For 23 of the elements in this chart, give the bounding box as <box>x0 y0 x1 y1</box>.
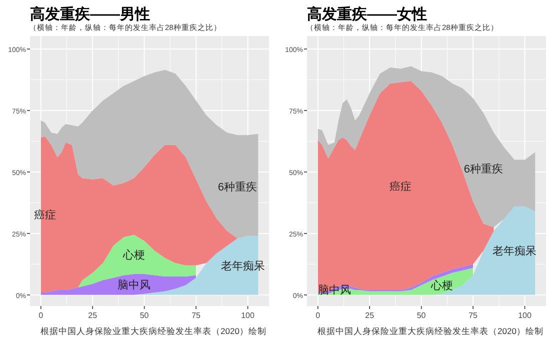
x-tick-label: 75 <box>468 311 478 320</box>
series-label: 心梗 <box>122 248 145 262</box>
series-label: 老年痴呆 <box>492 244 536 258</box>
series-label: 脑中风 <box>117 278 150 292</box>
series-label: 癌症 <box>34 208 56 222</box>
series-label: 6种重疾 <box>218 180 258 194</box>
series-label: 心梗 <box>430 279 454 292</box>
series-label: 老年痴呆 <box>221 259 265 272</box>
x-tick-label: 50 <box>416 311 426 320</box>
text: 根据中国人身保险业重大疾病经验发生率表（2020）绘制 <box>318 326 544 336</box>
text: 根据中国人身保险业重大疾病经验发生率表（2020）绘制 <box>40 326 266 336</box>
series-label: 6种重疾 <box>464 162 503 176</box>
x-tick-label: 0 <box>316 311 321 320</box>
x-tick-label: 25 <box>365 311 375 320</box>
x-tick-label: 25 <box>88 311 98 320</box>
x-tick-label: 100 <box>241 311 256 320</box>
x-tick-label: 100 <box>518 311 532 320</box>
x-tick-label: 75 <box>192 311 202 320</box>
x-tick-label: 50 <box>140 311 150 320</box>
series-label: 癌症 <box>390 180 412 194</box>
x-tick-label: 0 <box>38 311 44 320</box>
chart-title: 高发重疾——女性 <box>307 5 427 23</box>
chart-title: 高发重疾——男性 <box>30 5 150 23</box>
